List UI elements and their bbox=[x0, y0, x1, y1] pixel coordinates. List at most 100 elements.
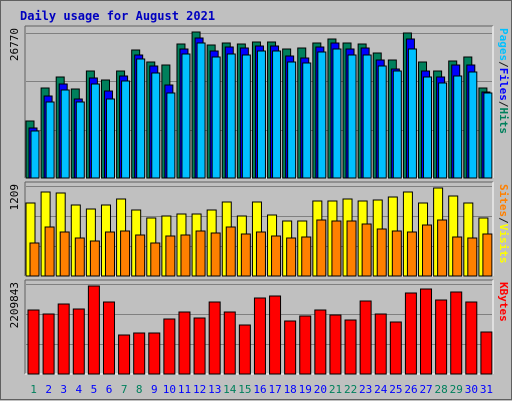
pages-bar-day-4 bbox=[75, 101, 85, 179]
sites-bar-day-5 bbox=[89, 240, 100, 277]
kbytes-bar-day-26 bbox=[404, 292, 417, 375]
pages-bar-day-10 bbox=[166, 92, 176, 179]
bottom-panel-max-label: 2209843 bbox=[8, 282, 21, 328]
pages-bar-day-20 bbox=[317, 51, 327, 179]
pages-bar-day-5 bbox=[90, 83, 100, 179]
middle-panel-max-label: 1209 bbox=[8, 184, 21, 211]
kbytes-bar-day-7 bbox=[118, 334, 131, 375]
pages-bar-day-16 bbox=[256, 50, 266, 179]
pages-bar-day-3 bbox=[60, 89, 70, 179]
sites-bar-day-23 bbox=[361, 223, 372, 277]
pages-bar-day-7 bbox=[121, 80, 131, 179]
sites-bar-day-27 bbox=[422, 224, 433, 277]
sites-bar-day-29 bbox=[452, 236, 463, 277]
legend-entry: Files bbox=[497, 68, 510, 101]
sites-bar-day-20 bbox=[316, 219, 327, 277]
pages-bar-day-18 bbox=[287, 61, 297, 179]
legend-entry: / bbox=[497, 61, 510, 68]
sites-bar-day-17 bbox=[271, 235, 282, 277]
legend-entry: Hits bbox=[497, 108, 510, 135]
x-tick-label-day-21: 21 bbox=[329, 383, 342, 396]
kbytes-bar-day-16 bbox=[253, 297, 266, 375]
pages-bar-day-6 bbox=[105, 98, 115, 179]
kbytes-bar-day-11 bbox=[178, 311, 191, 375]
x-tick-label-day-18: 18 bbox=[284, 383, 297, 396]
chart-title: Daily usage for August 2021 bbox=[20, 9, 216, 23]
x-tick-label-day-28: 28 bbox=[435, 383, 448, 396]
sites-bar-day-1 bbox=[29, 242, 40, 277]
legend-entry: Sites bbox=[497, 184, 510, 217]
x-tick-label-day-6: 6 bbox=[106, 383, 113, 396]
x-tick-label-day-29: 29 bbox=[450, 383, 463, 396]
top-panel-max-label: 26770 bbox=[8, 28, 21, 61]
pages-bar-day-9 bbox=[151, 72, 161, 179]
sites-bar-day-28 bbox=[437, 219, 448, 277]
kbytes-bar-day-13 bbox=[208, 301, 221, 375]
x-tick-label-day-25: 25 bbox=[389, 383, 402, 396]
sites-bar-day-30 bbox=[467, 237, 478, 277]
x-tick-label-day-31: 31 bbox=[480, 383, 493, 396]
kbytes-bar-day-29 bbox=[450, 291, 463, 375]
kbytes-bar-day-15 bbox=[238, 324, 251, 375]
pages-bar-day-2 bbox=[45, 101, 55, 179]
pages-bar-day-11 bbox=[181, 53, 191, 179]
sites-bar-day-12 bbox=[195, 230, 206, 277]
kbytes-bar-day-22 bbox=[344, 319, 357, 375]
pages-bar-day-19 bbox=[302, 62, 312, 179]
pages-bar-day-23 bbox=[362, 54, 372, 179]
pages-bar-day-25 bbox=[392, 70, 402, 179]
sites-bar-day-24 bbox=[376, 228, 387, 277]
x-tick-label-day-8: 8 bbox=[136, 383, 143, 396]
x-tick-label-day-17: 17 bbox=[268, 383, 281, 396]
x-tick-label-day-20: 20 bbox=[314, 383, 327, 396]
middle-panel-legend: Sites/Visits bbox=[497, 184, 510, 264]
kbytes-bar-day-9 bbox=[148, 332, 161, 375]
kbytes-bar-day-3 bbox=[57, 303, 70, 375]
x-tick-label-day-24: 24 bbox=[374, 383, 388, 396]
kbytes-bar-day-1 bbox=[27, 309, 40, 375]
sites-bar-day-18 bbox=[286, 237, 297, 277]
kbytes-bar-day-14 bbox=[223, 311, 236, 375]
kbytes-bar-day-6 bbox=[102, 301, 115, 375]
pages-bar-day-27 bbox=[423, 76, 433, 179]
x-tick-label-day-9: 9 bbox=[151, 383, 158, 396]
kbytes-bar-day-12 bbox=[193, 317, 206, 375]
sites-bar-day-9 bbox=[150, 242, 161, 277]
sites-bar-day-31 bbox=[482, 233, 493, 277]
x-tick-label-day-11: 11 bbox=[178, 383, 191, 396]
pages-bar-day-8 bbox=[136, 58, 146, 179]
pages-bar-day-31 bbox=[483, 92, 493, 179]
x-tick-label-day-1: 1 bbox=[30, 383, 37, 396]
kbytes-bar-day-18 bbox=[284, 320, 297, 375]
pages-bar-day-1 bbox=[30, 130, 40, 179]
x-tick-label-day-23: 23 bbox=[359, 383, 372, 396]
x-tick-label-day-30: 30 bbox=[465, 383, 478, 396]
pages-bar-day-24 bbox=[377, 65, 387, 179]
x-tick-label-day-12: 12 bbox=[193, 383, 206, 396]
sites-bar-day-10 bbox=[165, 235, 176, 277]
sites-bar-day-26 bbox=[406, 231, 417, 277]
pages-bar-day-17 bbox=[272, 50, 282, 179]
kbytes-bar-day-23 bbox=[359, 300, 372, 375]
kbytes-bar-day-20 bbox=[314, 309, 327, 375]
legend-entry: Visits bbox=[497, 224, 510, 264]
pages-bar-day-28 bbox=[438, 82, 448, 179]
x-tick-label-day-16: 16 bbox=[253, 383, 266, 396]
sites-bar-day-14 bbox=[225, 226, 236, 277]
x-tick-label-day-7: 7 bbox=[121, 383, 128, 396]
sites-bar-day-22 bbox=[346, 220, 357, 277]
sites-bar-day-13 bbox=[210, 232, 221, 277]
sites-bar-day-19 bbox=[301, 236, 312, 277]
sites-bar-day-8 bbox=[135, 234, 146, 277]
top-panel-legend: Pages/Files/Hits bbox=[497, 28, 510, 134]
legend-entry: KBytes bbox=[497, 282, 510, 322]
kbytes-bar-day-27 bbox=[420, 288, 433, 375]
kbytes-bar-day-10 bbox=[163, 318, 176, 375]
pages-bar-day-12 bbox=[196, 42, 206, 179]
kbytes-bar-day-24 bbox=[374, 313, 387, 375]
sites-bar-day-16 bbox=[255, 231, 266, 277]
x-tick-label-day-10: 10 bbox=[163, 383, 176, 396]
x-tick-label-day-2: 2 bbox=[45, 383, 52, 396]
sites-bar-day-21 bbox=[331, 220, 342, 277]
